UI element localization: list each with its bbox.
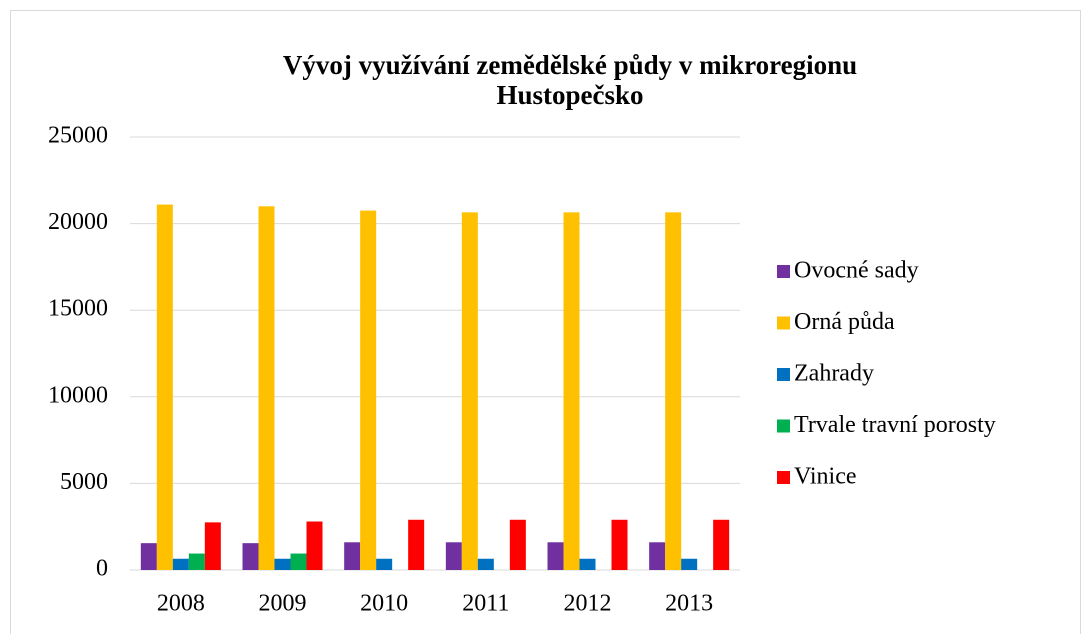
legend-label: Zahrady	[794, 361, 874, 387]
bar	[547, 542, 564, 570]
legend-swatch	[777, 471, 790, 484]
legend-swatch	[777, 419, 790, 433]
bar	[290, 553, 307, 570]
x-tick-label: 2013	[665, 591, 713, 617]
x-tick-label: 2009	[259, 591, 307, 617]
bar	[477, 558, 494, 570]
bar	[172, 558, 189, 570]
bar	[156, 204, 173, 570]
bar	[274, 558, 291, 570]
bar	[242, 543, 259, 570]
y-tick-label: 5000	[60, 469, 108, 495]
bar	[665, 212, 682, 571]
bar	[408, 519, 425, 570]
y-tick-label: 25000	[48, 123, 108, 149]
bar	[306, 521, 323, 570]
bar	[509, 519, 526, 570]
legend-label: Orná půda	[794, 309, 895, 335]
bar	[204, 522, 221, 570]
legend-label: Trvale travní porosty	[794, 412, 996, 438]
bar	[681, 558, 698, 570]
bar	[140, 543, 157, 570]
y-tick-label: 10000	[48, 382, 108, 408]
bar	[360, 210, 377, 571]
x-tick-label: 2011	[462, 591, 509, 617]
chart-border	[10, 10, 1081, 634]
chart-title: Vývoj využívání zemědělské půdy v mikror…	[283, 50, 857, 110]
x-tick-label: 2010	[360, 591, 408, 617]
legend-swatch	[777, 316, 790, 330]
legend-swatch	[777, 265, 790, 278]
bar	[445, 542, 462, 570]
x-tick-label: 2008	[157, 591, 205, 617]
bar	[344, 542, 361, 570]
bar	[579, 558, 596, 570]
bar	[713, 519, 730, 570]
bar	[376, 558, 393, 570]
legend-label: Vinice	[794, 464, 857, 490]
bar	[188, 553, 205, 570]
y-tick-label: 20000	[48, 209, 108, 235]
title-line: Vývoj využívání zemědělské půdy v mikror…	[283, 50, 857, 80]
bar	[611, 519, 628, 570]
title-line: Hustopečsko	[496, 80, 643, 110]
bar	[649, 542, 666, 570]
bar	[258, 206, 275, 570]
bar	[563, 212, 580, 571]
y-tick-label: 0	[96, 556, 108, 582]
x-tick-label: 2012	[564, 591, 612, 617]
legend-label: Ovocné sady	[794, 258, 919, 284]
legend-swatch	[777, 368, 790, 381]
bar	[461, 212, 478, 571]
y-tick-label: 15000	[48, 296, 108, 322]
